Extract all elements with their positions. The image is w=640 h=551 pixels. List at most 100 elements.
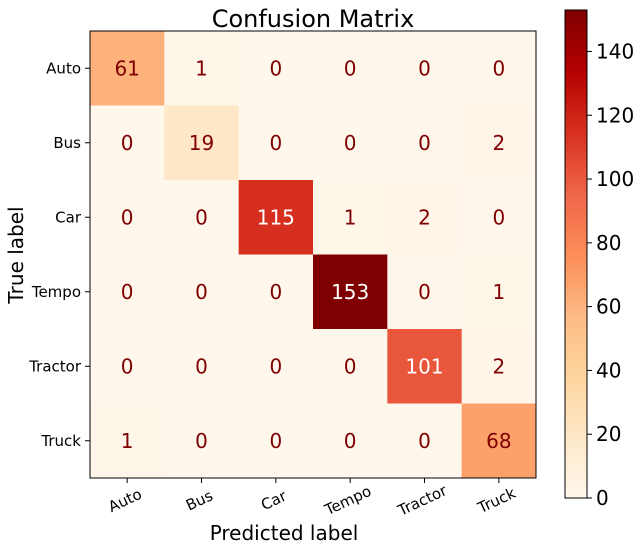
heatmap-cell <box>238 329 314 404</box>
heatmap-cell <box>387 403 463 479</box>
y-axis-label: True label <box>4 206 28 304</box>
cell-value-label: 101 <box>405 354 443 378</box>
cell-value-label: 2 <box>492 131 505 155</box>
heatmap-cell <box>313 254 388 330</box>
x-tick-label: Tempo <box>321 482 374 520</box>
heatmap-cell <box>461 180 537 255</box>
cell-value-label: 0 <box>418 429 431 453</box>
heatmap-cell <box>313 403 388 479</box>
heatmap-cell <box>90 180 165 255</box>
y-tick-label: Truck <box>40 432 81 450</box>
x-tick-label: Tractor <box>394 481 450 520</box>
chart-title: Confusion Matrix <box>212 5 415 33</box>
heatmap-cell <box>461 31 537 106</box>
cell-value-label: 1 <box>492 280 505 304</box>
colorbar-tick-label: 140 <box>596 39 634 63</box>
colorbar-tick-label: 120 <box>596 103 634 127</box>
cell-value-label: 0 <box>121 205 134 229</box>
y-tick-label: Tractor <box>28 357 82 375</box>
x-tick-label: Car <box>258 487 290 515</box>
colorbar <box>564 9 588 499</box>
heatmap-cell <box>164 105 240 181</box>
cell-value-label: 2 <box>492 354 505 378</box>
y-axis-ticks: Auto Bus Car Tempo Tractor Truck <box>28 59 90 450</box>
cell-value-label: 0 <box>121 280 134 304</box>
heatmap-cell <box>387 31 463 106</box>
heatmap-cell <box>90 105 165 181</box>
cell-value-label: 153 <box>331 280 369 304</box>
heatmap-cell <box>238 105 314 181</box>
cell-value-label: 0 <box>418 131 431 155</box>
colorbar-tick-label: 60 <box>596 295 621 319</box>
heatmap-cell <box>461 329 537 404</box>
cell-value-label: 19 <box>189 131 214 155</box>
cell-value-label: 0 <box>344 429 357 453</box>
cell-value-label: 0 <box>418 280 431 304</box>
cell-value-label: 0 <box>269 429 282 453</box>
cell-value-label: 0 <box>492 56 505 80</box>
x-tick-label: Auto <box>105 485 144 516</box>
heatmap-cell <box>90 403 165 479</box>
heatmap-cell <box>238 180 314 255</box>
colorbar-tick-label: 20 <box>596 422 621 446</box>
y-tick-label: Tempo <box>31 283 81 301</box>
cell-value-label: 0 <box>195 280 208 304</box>
x-axis-ticks: Auto Bus Car Tempo Tractor Truck <box>105 478 519 520</box>
heatmap-cell <box>461 403 537 479</box>
heatmap-cell <box>313 180 388 255</box>
y-tick-label: Bus <box>53 134 81 152</box>
cell-value-label: 0 <box>269 280 282 304</box>
heatmap-cell <box>313 105 388 181</box>
cell-value-label: 61 <box>114 56 139 80</box>
heatmap-cell <box>387 329 463 404</box>
cell-value-label: 0 <box>418 56 431 80</box>
y-tick-label: Auto <box>46 59 81 77</box>
cell-value-label: 0 <box>195 429 208 453</box>
cell-value-label: 0 <box>195 205 208 229</box>
x-axis-label: Predicted label <box>210 521 359 545</box>
heatmap-cell <box>461 105 537 181</box>
cell-value-label: 0 <box>195 354 208 378</box>
heatmap-cell <box>238 254 314 330</box>
cell-value-label: 0 <box>269 354 282 378</box>
heatmap-cell <box>90 329 165 404</box>
colorbar-ticks: 0 20 40 60 80 100 120 140 <box>587 39 634 510</box>
cell-value-label: 1 <box>344 205 357 229</box>
cell-value-label: 68 <box>486 429 511 453</box>
cell-value-label: 0 <box>344 56 357 80</box>
x-tick-label: Bus <box>183 486 216 514</box>
x-tick-label: Truck <box>474 484 519 518</box>
heatmap-cells: 61 1 0 0 0 0 0 19 0 0 0 2 0 0 115 1 2 0 0 0 0 153 0 1 0 0 0 0 101 2 1 0… <box>90 31 537 479</box>
cell-value-label: 115 <box>257 205 295 229</box>
heatmap-cell <box>90 254 165 330</box>
heatmap-cell <box>164 329 240 404</box>
heatmap-cell <box>387 105 463 181</box>
heatmap-cell <box>461 254 537 330</box>
heatmap-cell <box>90 31 165 106</box>
cell-value-label: 0 <box>269 56 282 80</box>
heatmap-cell <box>387 254 463 330</box>
cell-value-label: 0 <box>121 131 134 155</box>
cell-value-label: 0 <box>492 205 505 229</box>
colorbar-tick-label: 100 <box>596 167 634 191</box>
cell-value-label: 1 <box>121 429 134 453</box>
heatmap-cell <box>164 31 240 106</box>
cell-value-label: 0 <box>344 354 357 378</box>
cell-value-label: 2 <box>418 205 431 229</box>
heatmap-cell <box>387 180 463 255</box>
heatmap-cell <box>164 254 240 330</box>
heatmap-cell <box>164 180 240 255</box>
cell-value-label: 0 <box>344 131 357 155</box>
heatmap-cell <box>164 403 240 479</box>
cell-value-label: 1 <box>195 56 208 80</box>
heatmap-cell <box>238 31 314 106</box>
y-tick-label: Car <box>55 208 82 226</box>
heatmap-cell <box>313 329 388 404</box>
colorbar-tick-label: 0 <box>596 486 609 510</box>
colorbar-tick-label: 40 <box>596 358 621 382</box>
cell-value-label: 0 <box>121 354 134 378</box>
heatmap-cell <box>313 31 388 106</box>
heatmap-cell <box>238 403 314 479</box>
plot-frame <box>89 30 537 479</box>
